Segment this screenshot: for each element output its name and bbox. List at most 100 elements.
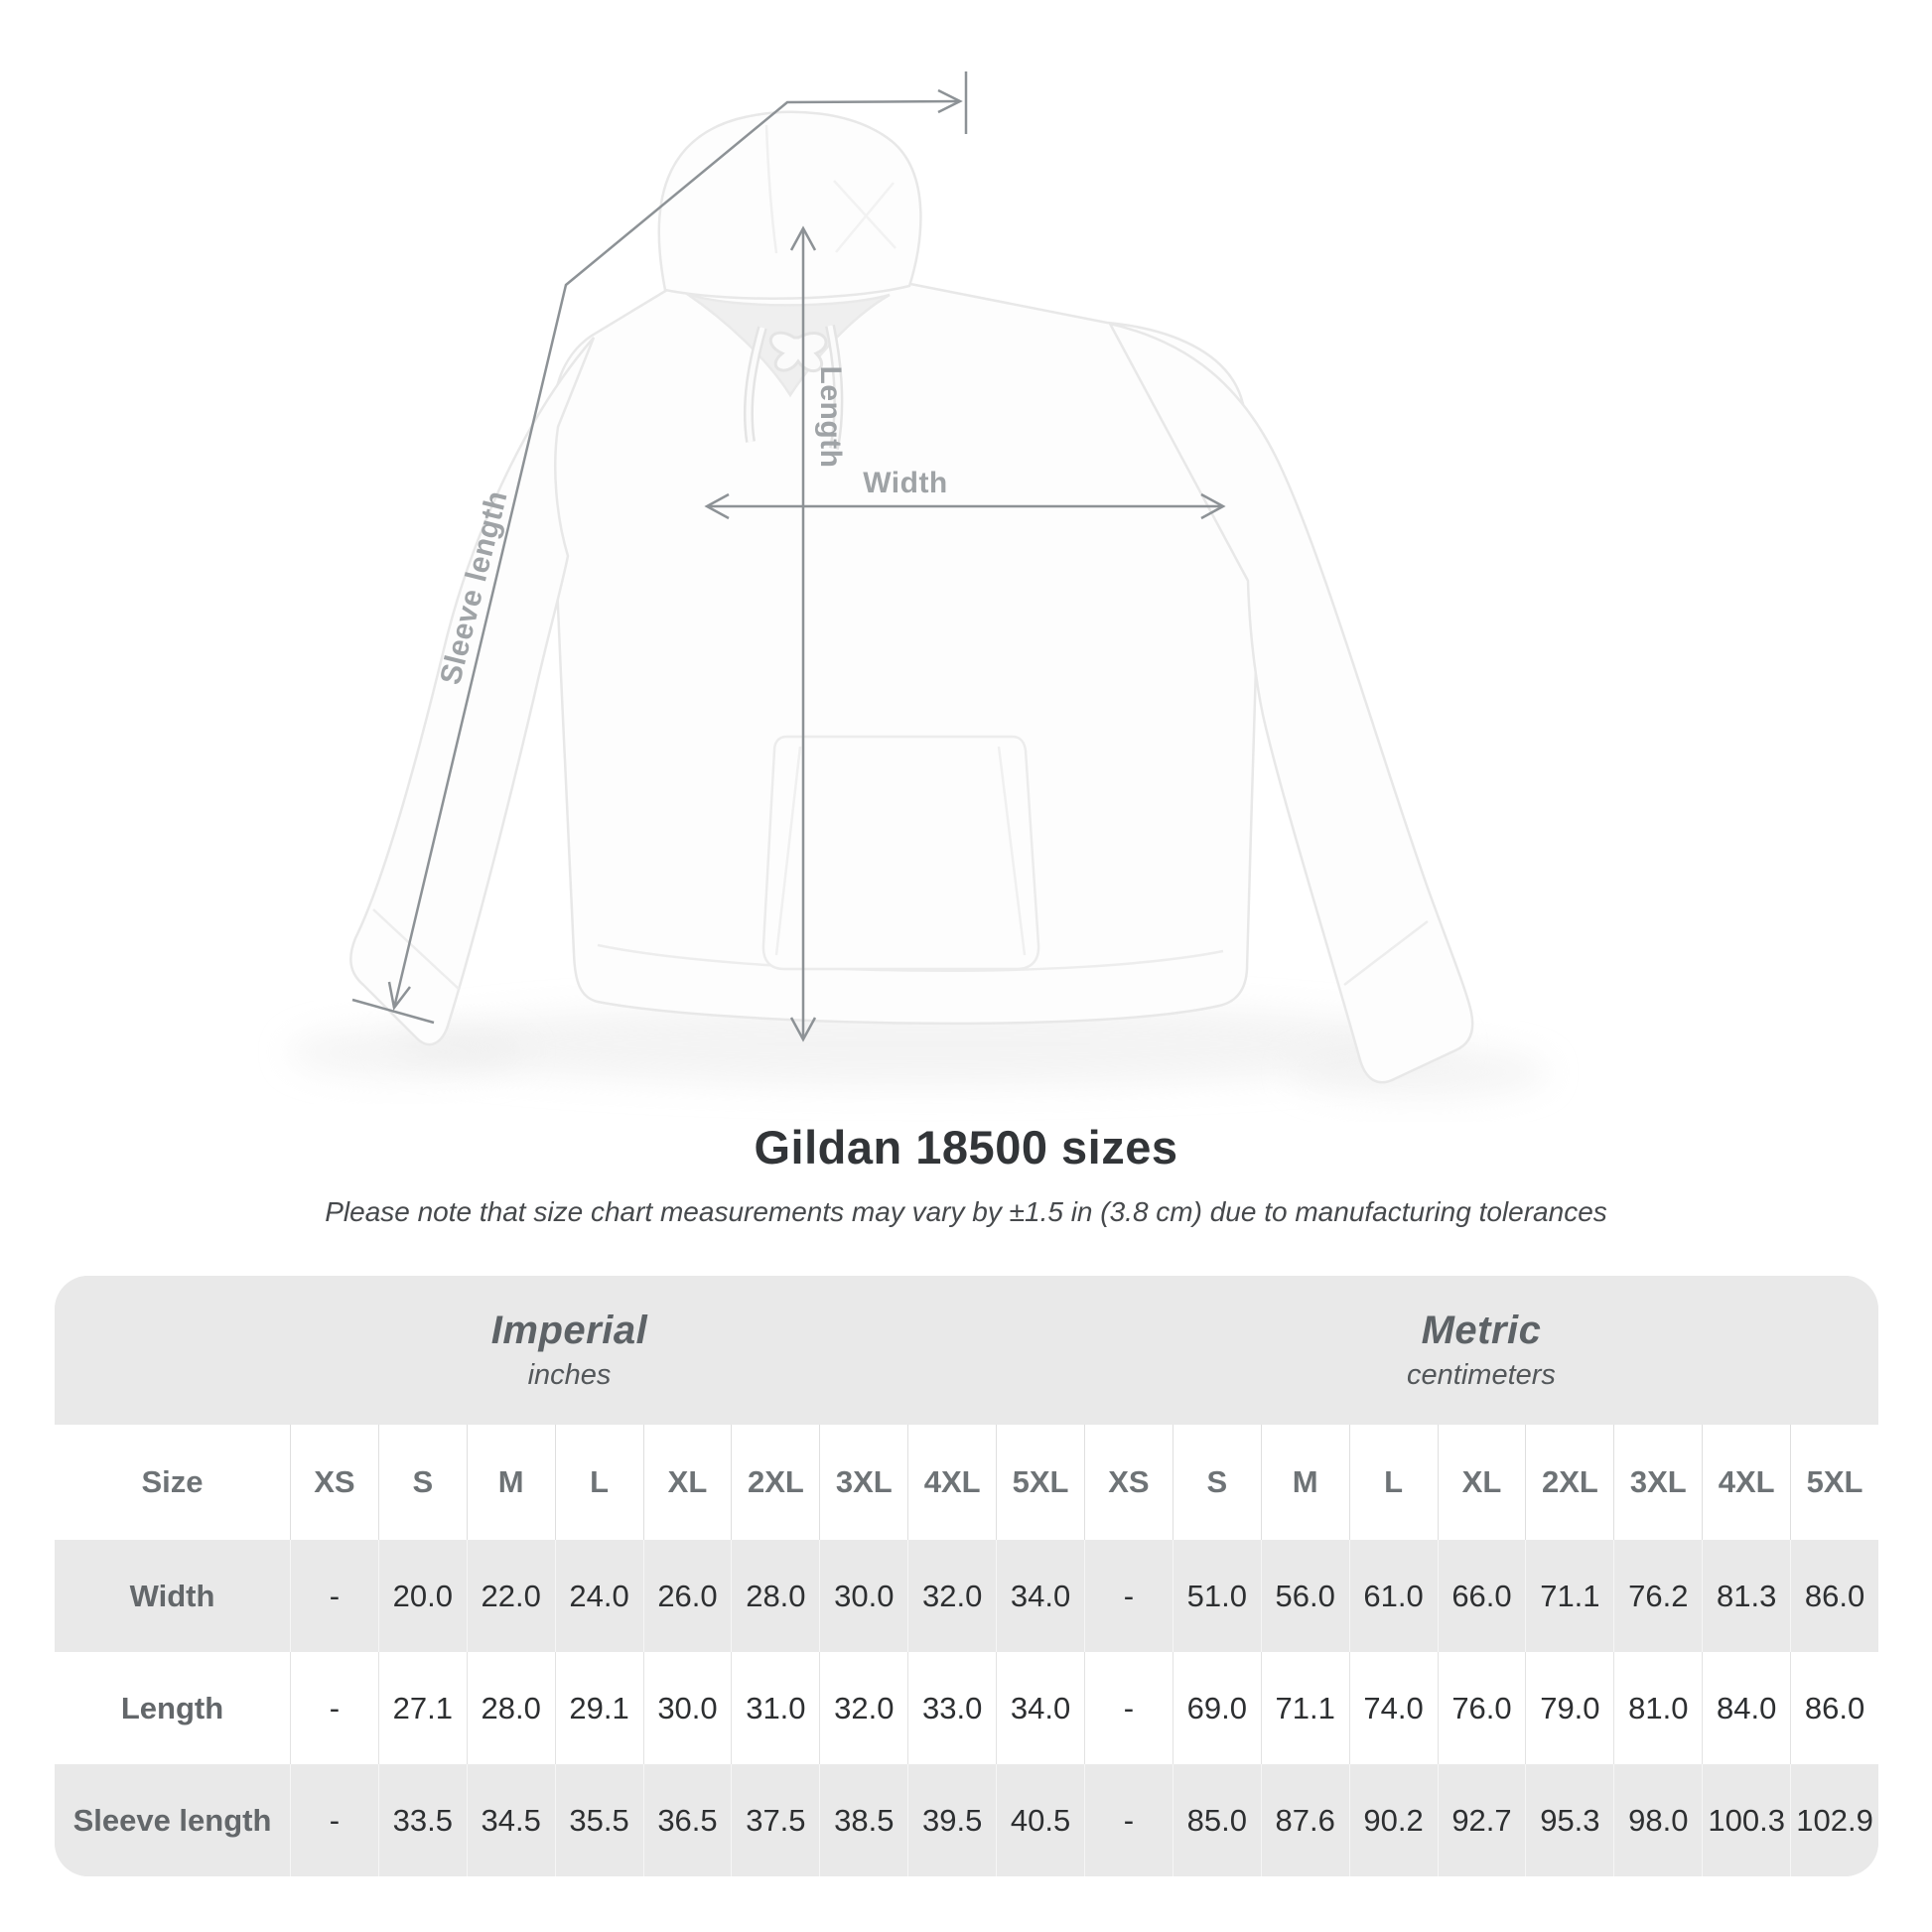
- table-cell: 102.9: [1790, 1764, 1878, 1876]
- metric-size-header-4xl: 4XL: [1702, 1425, 1790, 1540]
- size-header-row: Size XS S M L XL 2XL 3XL 4XL 5XL XS S M L XL 2XL 3XL 4XL 5…: [55, 1425, 1878, 1540]
- table-cell: 30.0: [642, 1652, 732, 1764]
- row-label: Length: [120, 1690, 224, 1725]
- table-row-width: Width -20.0 22.0 24.0 26.0 28.0 30.0 32.0 34.0-5…: [55, 1540, 1878, 1652]
- metric-group-sublabel: centimeters: [1407, 1359, 1556, 1391]
- table-cell: 39.5: [907, 1764, 996, 1876]
- table-cell: 76.0: [1437, 1652, 1526, 1764]
- size-table-grid: Size XS S M L XL 2XL 3XL 4XL 5XL XS S M L XL 2XL 3XL 4XL 5…: [55, 1425, 1878, 1876]
- table-cell: 76.2: [1613, 1540, 1702, 1652]
- metric-group-label: Metric: [1421, 1309, 1542, 1352]
- table-cell: 40.5: [996, 1764, 1084, 1876]
- table-cell: 61.0: [1348, 1540, 1438, 1652]
- table-cell: 84.0: [1702, 1652, 1790, 1764]
- table-cell: 79.0: [1525, 1652, 1613, 1764]
- table-cell: 86.0: [1790, 1540, 1878, 1652]
- table-cell: 22.0: [466, 1540, 555, 1652]
- hood: [657, 110, 922, 300]
- table-cell: 26.0: [642, 1540, 732, 1652]
- table-cell: -: [1083, 1764, 1173, 1876]
- width-arrowhead-right: [1200, 492, 1226, 520]
- table-cell: 95.3: [1525, 1764, 1613, 1876]
- imperial-size-header-m: M: [466, 1425, 555, 1540]
- table-cell: 33.5: [377, 1764, 467, 1876]
- imperial-group-label: Imperial: [490, 1309, 648, 1352]
- imperial-size-header-5xl: 5XL: [996, 1425, 1084, 1540]
- table-cell: 71.1: [1525, 1540, 1613, 1652]
- metric-size-header-xs: XS: [1083, 1425, 1173, 1540]
- length-dimension-label: Length: [814, 365, 847, 469]
- drawstrings: [743, 324, 844, 450]
- metric-size-header-xl: XL: [1437, 1425, 1526, 1540]
- hood-fold-line: [833, 180, 897, 253]
- metric-size-header-l: L: [1348, 1425, 1438, 1540]
- table-cell: 32.0: [907, 1540, 996, 1652]
- imperial-size-header-4xl: 4XL: [907, 1425, 996, 1540]
- right-sleeve: [1107, 322, 1474, 1084]
- table-cell: 69.0: [1172, 1652, 1261, 1764]
- table-row-sleeve-length: Sleeve length -33.5 34.5 35.5 36.5 37.5 38.5 39…: [55, 1764, 1878, 1876]
- width-arrow: [704, 492, 1226, 520]
- imperial-size-header-3xl: 3XL: [819, 1425, 907, 1540]
- table-cell: 71.1: [1260, 1652, 1349, 1764]
- hem-ribbing: [597, 943, 1224, 972]
- table-cell: -: [290, 1540, 378, 1652]
- imperial-size-header-l: L: [554, 1425, 643, 1540]
- hoodie-measurement-diagram: Length Width Sleeve length: [288, 71, 1549, 1098]
- imperial-size-header-xl: XL: [642, 1425, 732, 1540]
- table-cell: 100.3: [1702, 1764, 1790, 1876]
- row-label: Width: [129, 1578, 215, 1613]
- table-cell: 38.5: [819, 1764, 907, 1876]
- left-sleeve: [349, 337, 596, 1046]
- table-cell: 81.0: [1613, 1652, 1702, 1764]
- size-column-header: Size: [141, 1464, 204, 1499]
- width-dimension-label: Width: [863, 467, 948, 499]
- table-cell: 87.6: [1260, 1764, 1349, 1876]
- table-cell: 66.0: [1437, 1540, 1526, 1652]
- ground-shadow: [387, 1003, 1459, 1086]
- metric-size-header-s: S: [1172, 1425, 1261, 1540]
- sleeve-arrowhead-bottom: [387, 981, 411, 1011]
- table-cell: 74.0: [1348, 1652, 1438, 1764]
- table-cell: 51.0: [1172, 1540, 1261, 1652]
- table-cell: 56.0: [1260, 1540, 1349, 1652]
- table-cell: 98.0: [1613, 1764, 1702, 1876]
- table-cell: 33.0: [907, 1652, 996, 1764]
- table-cell: 86.0: [1790, 1652, 1878, 1764]
- imperial-size-header-2xl: 2XL: [731, 1425, 819, 1540]
- hoodie-illustration: [288, 71, 1549, 1098]
- right-cuff-seam: [1343, 920, 1429, 986]
- table-cell: 92.7: [1437, 1764, 1526, 1876]
- imperial-size-header-xs: XS: [290, 1425, 378, 1540]
- kangaroo-pocket: [761, 735, 1040, 971]
- table-cell: 34.0: [996, 1540, 1084, 1652]
- table-cell: 29.1: [554, 1652, 643, 1764]
- length-arrow: [789, 225, 817, 1042]
- page-title: Gildan 18500 sizes: [754, 1121, 1178, 1173]
- metric-size-header-2xl: 2XL: [1525, 1425, 1613, 1540]
- unit-group-header: Imperial inches Metric centimeters: [55, 1276, 1878, 1425]
- metric-group-header: Metric centimeters: [1084, 1276, 1878, 1425]
- metric-size-header-3xl: 3XL: [1613, 1425, 1702, 1540]
- table-cell: 27.1: [377, 1652, 467, 1764]
- table-row-length: Length -27.1 28.0 29.1 30.0 31.0 32.0 33.0 34.0-…: [55, 1652, 1878, 1764]
- table-cell: 85.0: [1172, 1764, 1261, 1876]
- size-table: Imperial inches Metric centimeters Size X…: [55, 1276, 1878, 1876]
- metric-size-header-5xl: 5XL: [1790, 1425, 1878, 1540]
- imperial-size-header-s: S: [377, 1425, 467, 1540]
- table-cell: 30.0: [819, 1540, 907, 1652]
- table-cell: 81.3: [1702, 1540, 1790, 1652]
- sleeve-length-arrow: [351, 71, 968, 1025]
- table-cell: 28.0: [466, 1652, 555, 1764]
- table-cell: 28.0: [731, 1540, 819, 1652]
- length-arrowhead-bottom: [789, 1017, 817, 1042]
- table-cell: 36.5: [642, 1764, 732, 1876]
- length-arrowhead-top: [789, 225, 817, 251]
- table-cell: 35.5: [554, 1764, 643, 1876]
- table-cell: 24.0: [554, 1540, 643, 1652]
- table-cell: 31.0: [731, 1652, 819, 1764]
- hood-seam: [764, 124, 778, 254]
- table-cell: 34.0: [996, 1652, 1084, 1764]
- table-cell: -: [1083, 1652, 1173, 1764]
